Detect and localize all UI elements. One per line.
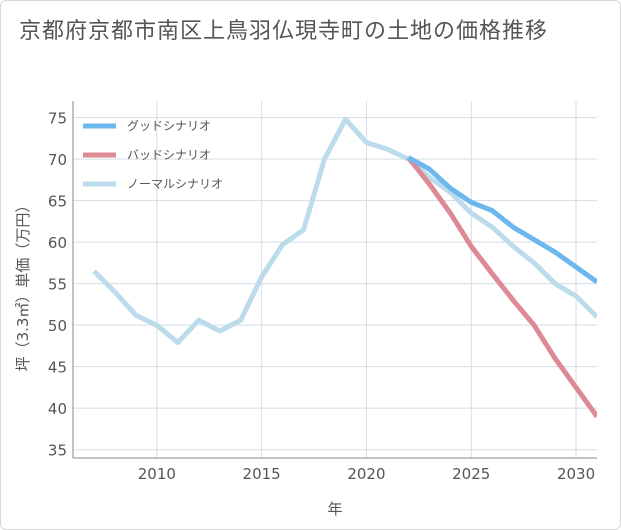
series-line-2 [92,116,597,346]
y-tick-label: 55 [48,276,67,294]
y-tick-label: 70 [48,151,67,169]
legend-label: バッドシナリオ [127,148,211,162]
series-line-0 [407,155,597,285]
y-tick-label: 35 [48,442,67,460]
x-tick-label: 2025 [452,465,490,483]
chart-title: 京都府京都市南区上鳥羽仏現寺町の土地の価格推移 [19,19,549,44]
y-axis-title: 坪（3.3㎡）単価（万円） [14,198,32,372]
legend-label: ノーマルシナリオ [127,177,223,191]
x-tick-label: 2015 [243,465,281,483]
x-tick-label: 2010 [138,465,176,483]
y-tick-label: 60 [48,234,67,252]
y-tick-label: 40 [48,400,67,418]
series-line-1 [406,155,597,418]
x-tick-label: 2030 [557,465,595,483]
y-tick-label: 75 [48,110,67,128]
y-tick-label: 45 [48,359,67,377]
legend-label: グッドシナリオ [127,119,211,133]
x-axis-title: 年 [327,500,342,518]
y-tick-label: 50 [48,317,67,335]
x-tick-label: 2020 [347,465,385,483]
y-tick-label: 65 [48,193,67,211]
plot-area [73,101,597,458]
